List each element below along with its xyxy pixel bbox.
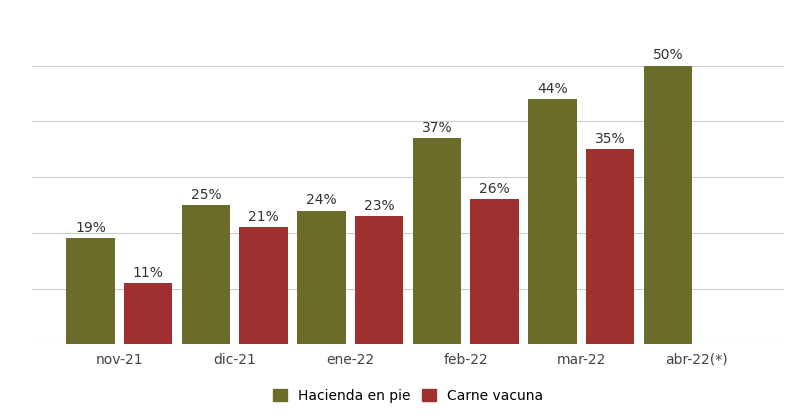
Text: 26%: 26% [479, 182, 510, 196]
Text: 24%: 24% [306, 193, 337, 207]
Text: 37%: 37% [422, 121, 452, 135]
Text: 11%: 11% [133, 266, 164, 280]
Text: 50%: 50% [653, 48, 683, 62]
Bar [182, 205, 230, 344]
Text: 44%: 44% [537, 82, 568, 96]
Legend: Hacienda en pie, Carne vacuna: Hacienda en pie, Carne vacuna [267, 383, 549, 409]
Bar [470, 200, 519, 344]
Bar [586, 149, 634, 344]
Bar [643, 66, 692, 344]
Bar [528, 99, 577, 344]
Text: 21%: 21% [248, 210, 279, 224]
Bar [355, 216, 403, 344]
Bar [66, 239, 114, 344]
Bar [124, 283, 173, 344]
Bar [413, 138, 461, 344]
Text: 35%: 35% [594, 132, 626, 146]
Text: 19%: 19% [75, 221, 106, 235]
Text: 25%: 25% [190, 188, 222, 202]
Bar [297, 210, 346, 344]
Text: 23%: 23% [364, 199, 394, 213]
Bar [239, 227, 288, 344]
